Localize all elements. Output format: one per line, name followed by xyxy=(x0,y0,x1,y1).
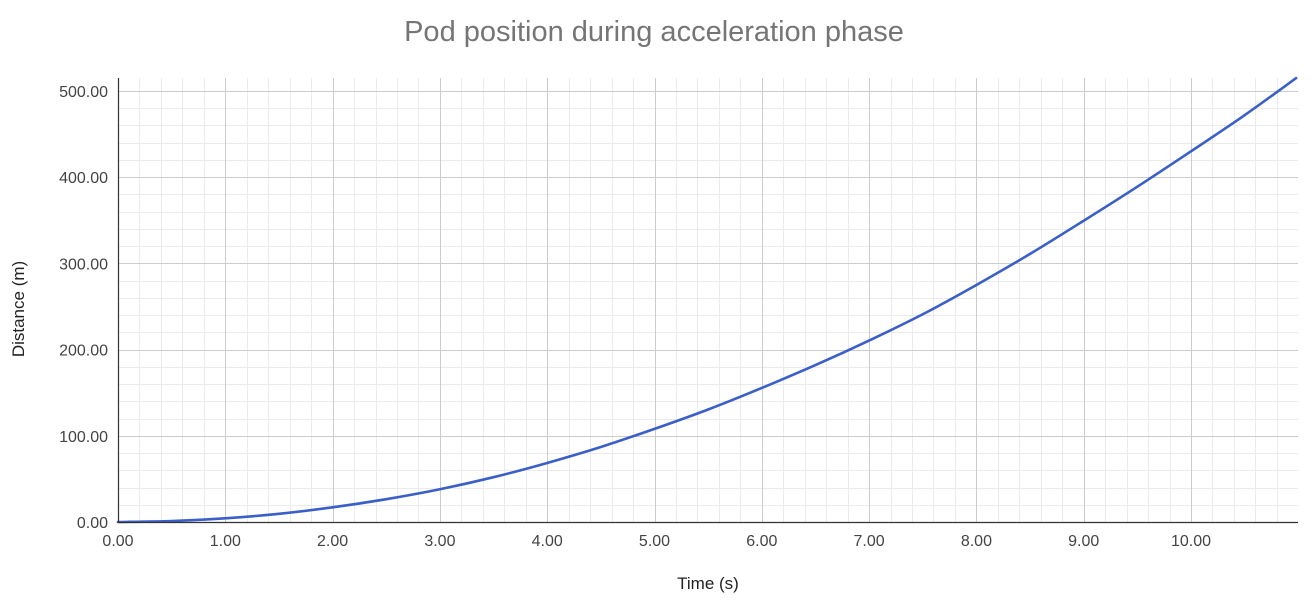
x-tick-label: 4.00 xyxy=(532,533,563,550)
x-tick-labels: 0.00 1.00 2.00 3.00 4.00 5.00 6.00 7.00 8.00 9.00… xyxy=(102,533,1211,550)
x-tick-label: 2.00 xyxy=(317,533,348,550)
x-tick-label: 3.00 xyxy=(424,533,455,550)
x-tick-label: 10.00 xyxy=(1171,533,1211,550)
x-axis-title: Time (s) xyxy=(677,574,739,593)
x-tick-label: 0.00 xyxy=(102,533,133,550)
y-axis-title: Distance (m) xyxy=(9,261,28,357)
y-tick-label: 200.00 xyxy=(59,343,108,360)
grid-lines xyxy=(118,78,1298,522)
x-tick-label: 7.00 xyxy=(854,533,885,550)
series-layer xyxy=(116,76,1298,524)
x-tick-label: 9.00 xyxy=(1068,533,1099,550)
y-tick-label: 300.00 xyxy=(59,256,108,273)
x-tick-label: 1.00 xyxy=(210,533,241,550)
y-tick-label: 100.00 xyxy=(59,429,108,446)
chart-title: Pod position during acceleration phase xyxy=(404,16,904,48)
x-tick-label: 8.00 xyxy=(961,533,992,550)
y-tick-label: 400.00 xyxy=(59,170,108,187)
y-tick-label: 500.00 xyxy=(59,84,108,101)
x-tick-label: 5.00 xyxy=(639,533,670,550)
x-tick-label: 6.00 xyxy=(746,533,777,550)
series-line xyxy=(116,76,1298,524)
y-tick-label: 0.00 xyxy=(77,515,108,532)
y-tick-labels: 0.00 100.00 200.00 300.00 400.00 500.00 xyxy=(59,84,108,532)
